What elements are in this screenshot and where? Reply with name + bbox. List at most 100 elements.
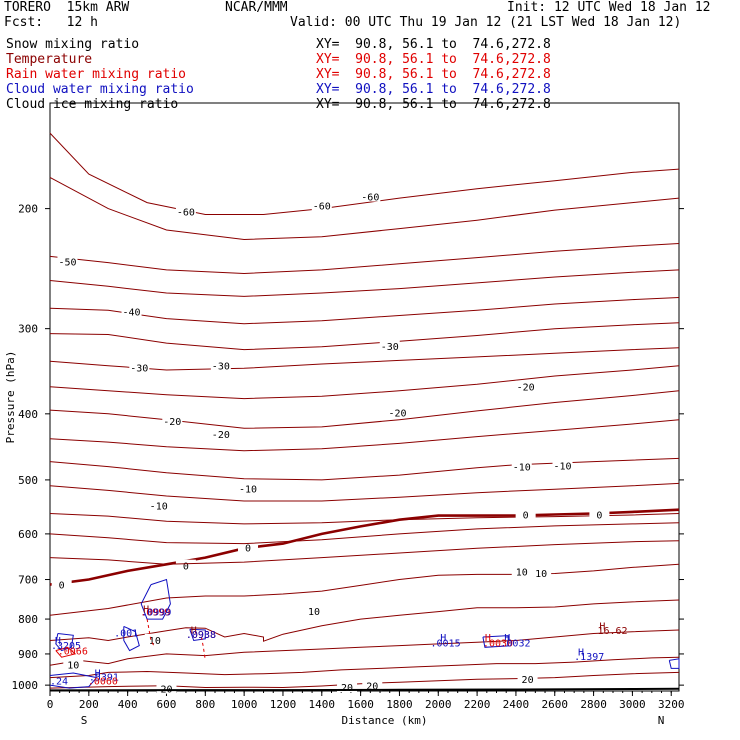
cloud-water-contour: [482, 635, 509, 648]
y-tick-label: 200: [18, 203, 38, 216]
extremum-annotation: H: [95, 669, 101, 680]
x-tick-label: 1800: [386, 698, 413, 711]
temperature-contour: [49, 322, 680, 351]
cloud-water-contour: [123, 625, 140, 652]
extremum-annotation: H: [599, 621, 605, 632]
rain-contour: [200, 636, 206, 661]
x-tick-label: 800: [195, 698, 215, 711]
y-tick-label: 400: [18, 408, 38, 421]
legend-label: Temperature: [6, 52, 93, 67]
valid-time: Valid: 00 UTC Thu 19 Jan 12 (21 LST Wed …: [290, 15, 682, 30]
contour-label: -20: [388, 408, 406, 419]
contour-label-bg: [144, 633, 165, 645]
contour-label: 0: [523, 511, 529, 522]
contour-label-bg: [379, 339, 400, 351]
cloud-water-contour: [668, 658, 680, 669]
extremum-annotation: 16.62: [597, 626, 627, 637]
contour-label: 10: [535, 569, 547, 580]
south-label: S: [81, 714, 88, 727]
contour-label-bg: [511, 565, 532, 577]
extremum-annotation: .3205: [51, 641, 81, 652]
cloud-water-contour: [189, 628, 206, 642]
contour-label-bg: [63, 658, 84, 670]
contour-label-bg: [238, 541, 259, 553]
contour-label-bg: [511, 460, 532, 472]
contour-label-bg: [57, 255, 78, 267]
legend-xy: XY= 90.8, 56.1 to 74.6,272.8: [316, 97, 551, 112]
y-tick-label: 700: [18, 574, 38, 587]
model-title: TORERO 15km ARW: [4, 0, 130, 15]
temperature-contour: [49, 540, 680, 565]
temperature-contour: [49, 522, 680, 545]
legend-xy: XY= 90.8, 56.1 to 74.6,272.8: [316, 82, 551, 97]
extremum-annotation: .0030: [483, 639, 513, 650]
extremum-annotation: H: [143, 604, 149, 615]
contour-label: 10: [67, 660, 79, 671]
contour-label: -60: [177, 208, 195, 219]
temperature-contour: [49, 656, 680, 679]
extremum-annotation: .0999: [140, 607, 170, 618]
contour-label-bg: [175, 559, 196, 571]
temperature-contour: [49, 482, 680, 502]
temperature-contour: [49, 269, 680, 297]
init-time: Init: 12 UTC Wed 18 Jan 12: [507, 0, 711, 15]
contour-label-bg: [360, 190, 381, 202]
y-tick-label: 1000: [12, 679, 39, 692]
forecast-hour: Fcst: 12 h: [4, 15, 98, 30]
temperature-contour: [49, 457, 680, 481]
contour-label-bg: [129, 361, 150, 373]
temperature-contour: [49, 419, 680, 452]
temperature-contour: [49, 390, 680, 429]
rain-contour: [55, 646, 77, 658]
y-tick-label: 300: [18, 323, 38, 336]
legend-label: Cloud water mixing ratio: [6, 82, 194, 97]
contour-label: -20: [517, 383, 535, 394]
extremum-annotation: .0015: [431, 639, 461, 650]
north-label: N: [658, 714, 665, 727]
x-tick-label: 600: [157, 698, 177, 711]
contour-label-bg: [515, 380, 536, 392]
extremum-annotation: H: [578, 648, 584, 659]
extremum-annotation: .0999: [141, 607, 171, 618]
y-tick-label: 800: [18, 613, 38, 626]
center-title: NCAR/MMM: [225, 0, 288, 15]
contour-label: 10: [149, 636, 161, 647]
extremum-annotation: .0066: [58, 647, 88, 658]
x-tick-label: 200: [79, 698, 99, 711]
extremum-annotation: H: [55, 636, 61, 647]
y-tick-label: 900: [18, 648, 38, 661]
extremum-annotation: .5391: [89, 673, 119, 684]
x-tick-label: 2000: [425, 698, 452, 711]
cloud-water-contour: [55, 633, 74, 652]
temperature-contour: [49, 243, 680, 275]
extremum-annotation: H: [504, 633, 510, 644]
legend-xy: XY= 90.8, 56.1 to 74.6,272.8: [316, 67, 551, 82]
extremum-annotation: .0938: [186, 630, 216, 641]
legend-xy: XY= 90.8, 56.1 to 74.6,272.8: [316, 37, 551, 52]
contour-label: 0: [245, 543, 251, 554]
extremum-annotation: H: [485, 633, 491, 644]
surface-line: [49, 687, 680, 692]
contour-label-bg: [238, 482, 259, 494]
extremum-annotation: H: [191, 626, 197, 637]
contour-label-bg: [162, 415, 183, 427]
contour-label-bg: [517, 673, 538, 685]
x-tick-label: 2600: [542, 698, 569, 711]
y-tick-label: 500: [18, 474, 38, 487]
contour-label: -10: [553, 461, 571, 472]
y-axis-label: Pressure (hPa): [4, 351, 17, 444]
contour-label-bg: [531, 567, 552, 579]
legend-label: Cloud ice mixing ratio: [6, 97, 179, 112]
contour-label: -30: [130, 363, 148, 374]
x-tick-label: 400: [118, 698, 138, 711]
contour-label: -60: [361, 193, 379, 204]
contour-label: -20: [212, 430, 230, 441]
x-tick-label: 1600: [347, 698, 374, 711]
contour-label: 20: [366, 682, 378, 693]
contour-label: -10: [513, 463, 531, 474]
x-axis-label: Distance (km): [341, 714, 427, 727]
x-tick-label: 3200: [658, 698, 685, 711]
contour-label: -60: [313, 202, 331, 213]
x-tick-label: 3000: [619, 698, 646, 711]
x-tick-label: 1400: [309, 698, 336, 711]
